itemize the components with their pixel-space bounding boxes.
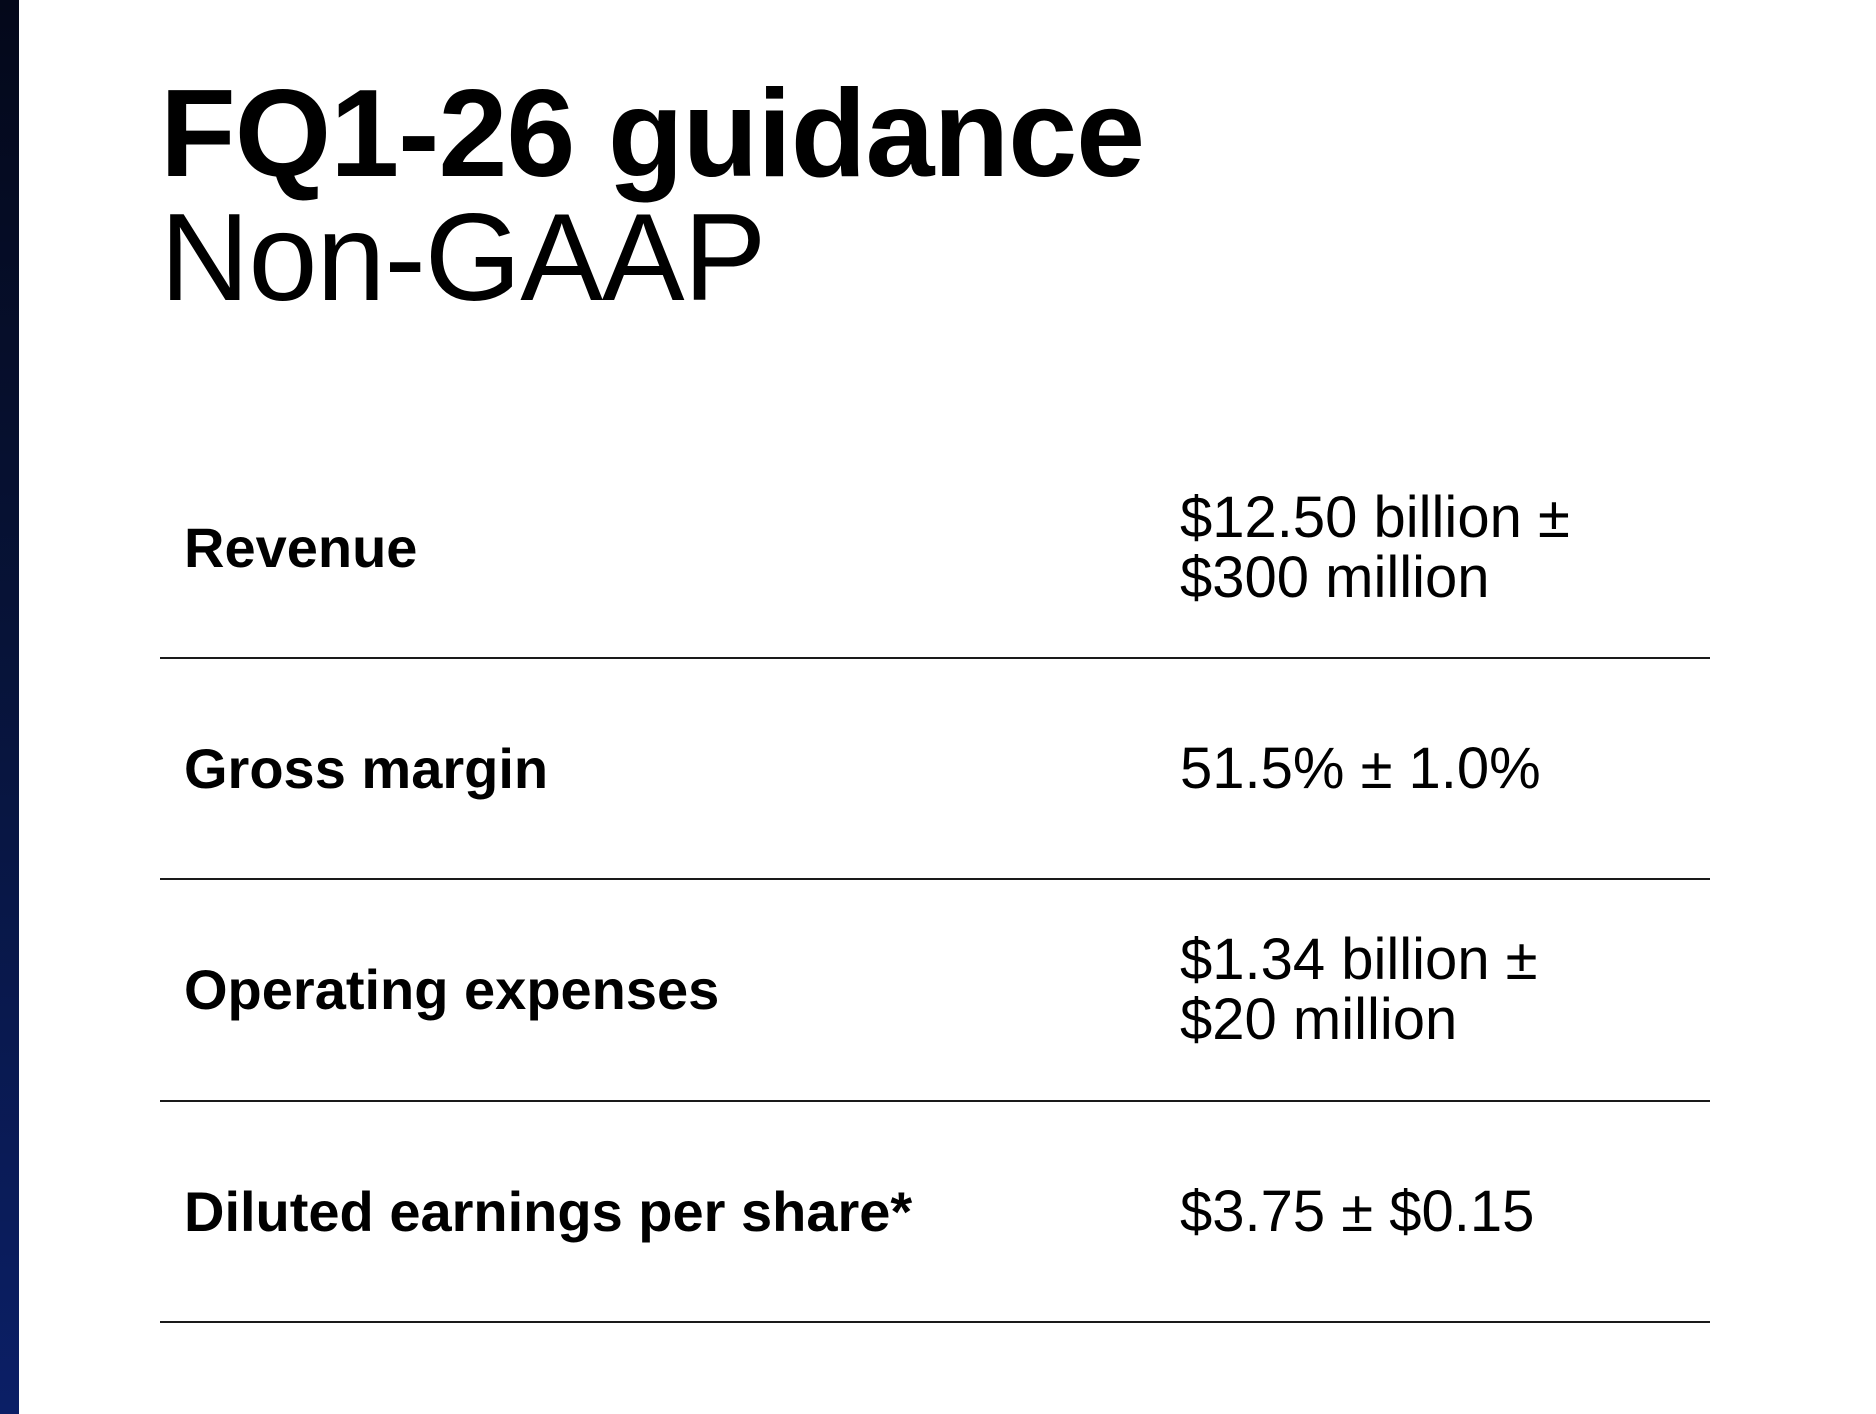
metric-label: Revenue [184,515,418,579]
metric-value: $12.50 billion ± $300 million [1180,484,1570,610]
metric-label: Diluted earnings per share* [184,1179,913,1243]
slide-title: FQ1-26 guidance [160,65,1145,203]
left-edge-accent-bar [0,0,19,1414]
guidance-row-gross-margin: Gross margin 51.5% ± 1.0% [160,659,1710,880]
guidance-row-operating-expenses: Operating expenses $1.34 billion ± $20 m… [160,880,1710,1102]
guidance-table: Revenue $12.50 billion ± $300 million Gr… [160,438,1710,1323]
slide-subtitle: Non-GAAP [160,189,766,327]
metric-label: Gross margin [184,736,549,800]
guidance-row-revenue: Revenue $12.50 billion ± $300 million [160,438,1710,659]
guidance-row-diluted-eps: Diluted earnings per share* $3.75 ± $0.1… [160,1102,1710,1323]
metric-label: Operating expenses [184,958,720,1021]
metric-value: $3.75 ± $0.15 [1180,1178,1535,1244]
metric-value: 51.5% ± 1.0% [1180,735,1541,801]
metric-value: $1.34 billion ± $20 million [1180,927,1538,1052]
